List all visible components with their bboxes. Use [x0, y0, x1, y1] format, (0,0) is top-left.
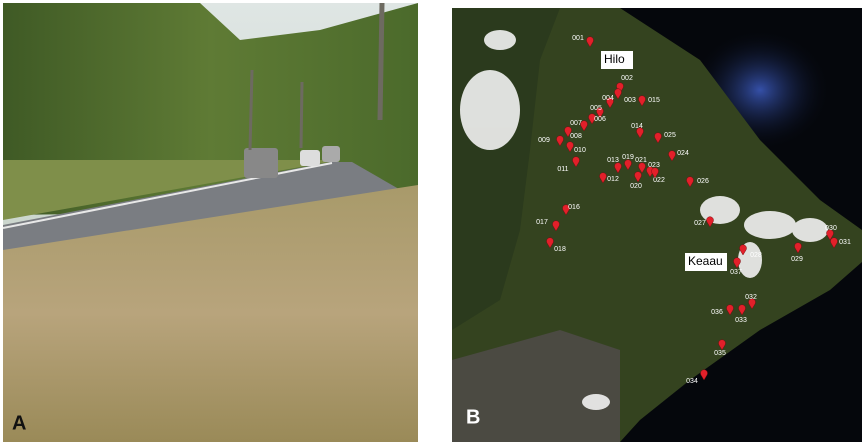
- site-label: 028: [750, 252, 762, 259]
- site-label: 009: [538, 137, 550, 144]
- site-label: 011: [557, 166, 568, 173]
- site-label: 017: [536, 219, 548, 226]
- site-label: 003: [624, 97, 636, 104]
- site-label: 036: [711, 309, 723, 316]
- place-label: Hilo: [604, 52, 625, 66]
- site-label: 029: [791, 256, 803, 263]
- site-label: 005: [590, 105, 602, 112]
- site-label: 007: [570, 120, 582, 127]
- site-label: 014: [631, 123, 643, 130]
- site-label: 031: [839, 239, 851, 246]
- site-label: 033: [735, 317, 747, 324]
- site-label: 012: [607, 176, 619, 183]
- site-label: 030: [825, 225, 837, 232]
- site-label: 037: [730, 269, 742, 276]
- site-label: 019: [622, 154, 634, 161]
- site-label: 027: [694, 220, 706, 227]
- site-label: 025: [664, 132, 676, 139]
- site-label: 013: [607, 157, 619, 164]
- site-label: 002: [621, 75, 633, 82]
- site-label: 023: [648, 162, 660, 169]
- photo-roadside: [3, 3, 418, 442]
- site-label: 015: [648, 97, 660, 104]
- site-label: 032: [745, 294, 757, 301]
- site-label: 016: [568, 204, 580, 211]
- site-label: 010: [574, 147, 586, 154]
- site-label: 018: [554, 246, 566, 253]
- site-label: 021: [635, 157, 647, 164]
- panel-label: A: [12, 412, 26, 434]
- place-label: Keaau: [688, 254, 723, 268]
- site-label: 006: [594, 116, 606, 123]
- figure: A Hilo Keaau 001 002 003 004005 006 007 008 009 0…: [0, 0, 864, 445]
- site-label: 035: [714, 350, 726, 357]
- map-satellite: [452, 8, 862, 442]
- site-label: 004: [602, 95, 614, 102]
- site-label: 026: [697, 178, 709, 185]
- site-label: 001: [572, 35, 584, 42]
- site-label: 034: [686, 378, 698, 385]
- site-label: 008: [570, 133, 582, 140]
- site-label: 020: [630, 183, 642, 190]
- panel-label: B: [466, 406, 480, 428]
- site-label: 024: [677, 150, 689, 157]
